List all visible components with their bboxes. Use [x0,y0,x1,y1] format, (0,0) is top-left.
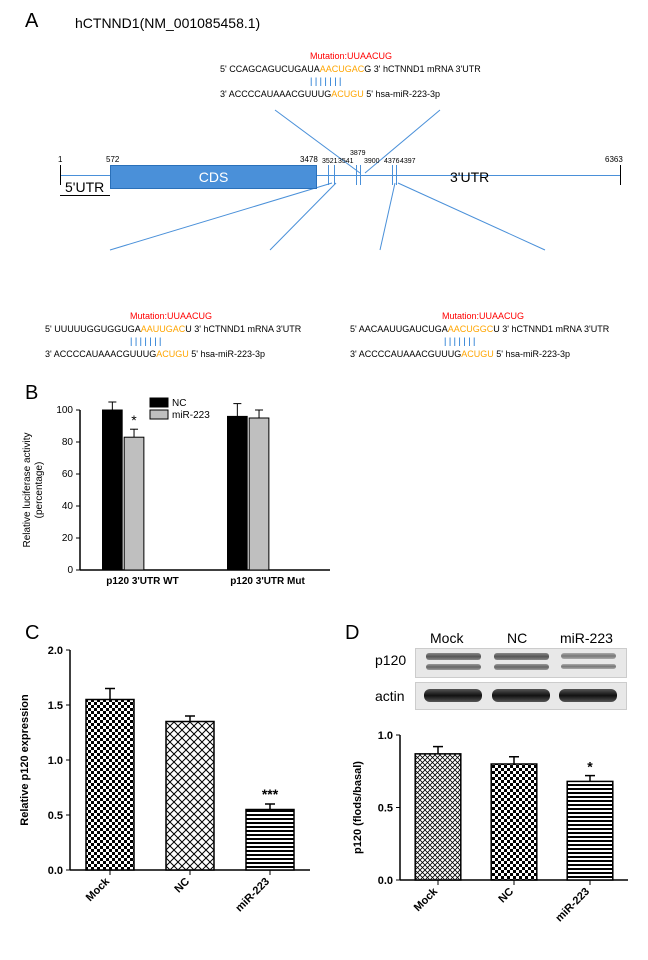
pos-3521: 3521 [322,158,338,165]
blot-area: Mock NC miR-223 p120 actin [375,630,635,720]
blot-lane-mock: Mock [430,630,463,646]
mutation-label-br: Mutation:UUAACUG [442,310,609,323]
svg-text:Mock: Mock [412,885,441,914]
pos-4376: 4376 [384,158,400,165]
svg-text:2.0: 2.0 [48,645,63,657]
pos-4397: 4397 [400,158,416,165]
panel-c: C 0.00.51.01.52.0Relative p120 expressio… [10,630,320,940]
svg-text:0: 0 [67,565,73,576]
tick-s1a [328,165,329,185]
svg-text:*: * [587,759,593,775]
tick-s2b [360,165,361,185]
svg-text:miR-223: miR-223 [553,886,592,925]
seq-bl-line1: 5' UUUUUGGUGGUGAAAUUGACU 3' hCTNND1 mRNA… [45,323,301,336]
pos-3879: 3879 [350,150,366,157]
svg-text:0.5: 0.5 [378,803,393,815]
tick-start [60,165,61,185]
svg-text:40: 40 [62,501,74,512]
svg-text:NC: NC [496,886,516,906]
svg-text:1.0: 1.0 [48,755,63,767]
svg-text:1.0: 1.0 [378,730,393,742]
gene-schematic: CDS 1 572 3478 3521 3541 3879 3900 4376 … [60,155,620,205]
svg-text:***: *** [262,786,279,802]
tick-s1b [334,165,335,185]
panel-d: D Mock NC miR-223 p120 actin [345,630,638,940]
panel-a: A hCTNND1(NM_001085458.1) Mutation:UUAAC… [10,10,638,380]
blot-actin-strip [415,682,627,710]
blot-row-p120: p120 [375,652,406,668]
svg-text:1.5: 1.5 [48,700,63,712]
pos-3478: 3478 [300,155,318,164]
seq-bl-line2: 3' ACCCCAUAAACGUUUGACUGU 5' hsa-miR-223-… [45,348,301,361]
svg-text:(percentage): (percentage) [34,462,45,519]
seq-block-bl: Mutation:UUAACUG 5' UUUUUGGUGGUGAAAUUGAC… [45,310,301,360]
panel-b-chart: 0 20 40 60 80 100 Relative luciferase activity… [10,390,340,610]
pos-3900: 3900 [364,158,380,165]
tick-s3a [392,165,393,185]
pos-572: 572 [106,155,119,164]
panel-d-label: D [345,622,359,645]
seq-br-line2: 3' ACCCCAUAAACGUUUGACUGU 5' hsa-miR-223-… [350,348,609,361]
svg-text:NC: NC [172,876,192,896]
pos-6363: 6363 [605,155,623,164]
svg-text:p120 3'UTR WT: p120 3'UTR WT [106,576,178,587]
svg-text:0.0: 0.0 [48,865,63,877]
svg-text:0.0: 0.0 [378,875,393,887]
cds-box: CDS [110,165,317,189]
panel-d-chart: 0.0 0.5 1.0 p120 (flods/basal) Mock NC * miR-22… [345,720,638,950]
panel-b: B 020406080100Relative luciferase activi… [10,390,340,610]
svg-text:0.5: 0.5 [48,810,63,822]
utr5-underline [60,195,110,196]
svg-text:p120 (flods/basal): p120 (flods/basal) [352,761,364,854]
tick-s3b [396,165,397,185]
seq-br-line1: 5' AACAAUUGAUCUGAAACUGGCU 3' hCTNND1 mRN… [350,323,609,336]
utr5-label: 5'UTR [65,179,104,195]
svg-text:miR-223: miR-223 [172,410,210,421]
svg-text:Mock: Mock [84,875,113,904]
mutation-label-bl: Mutation:UUAACUG [130,310,301,323]
svg-text:Relative p120 expression: Relative p120 expression [19,694,31,826]
utr3-label: 3'UTR [450,169,489,185]
panel-c-chart: 0.0 0.5 1.0 1.5 2.0 Relative p120 expression M… [10,630,320,950]
figure-root: A hCTNND1(NM_001085458.1) Mutation:UUAAC… [10,10,638,950]
svg-text:Relative luciferase activity: Relative luciferase activity [22,432,33,547]
pos-1: 1 [58,155,62,164]
svg-text:*: * [131,412,137,428]
blot-p120-strip [415,648,627,678]
seq-br-bars: | | | | | | | [444,335,609,348]
svg-text:80: 80 [62,437,74,448]
panel-a-label: A [25,10,38,33]
pos-3541: 3541 [338,158,354,165]
tick-s2a [356,165,357,185]
svg-text:20: 20 [62,533,74,544]
tick-end [620,165,621,185]
blot-row-actin: actin [375,688,405,704]
blot-lane-mir: miR-223 [560,630,613,646]
cds-label: CDS [199,169,229,185]
seq-bl-bars: | | | | | | | [130,335,301,348]
svg-text:NC: NC [172,398,186,409]
svg-text:miR-223: miR-223 [233,876,272,915]
gene-title: hCTNND1(NM_001085458.1) [75,15,260,31]
svg-text:60: 60 [62,469,74,480]
seq-block-br: Mutation:UUAACUG 5' AACAAUUGAUCUGAAACUGG… [350,310,609,360]
svg-text:100: 100 [56,405,73,416]
svg-text:p120 3'UTR Mut: p120 3'UTR Mut [230,576,305,587]
blot-lane-nc: NC [507,630,527,646]
